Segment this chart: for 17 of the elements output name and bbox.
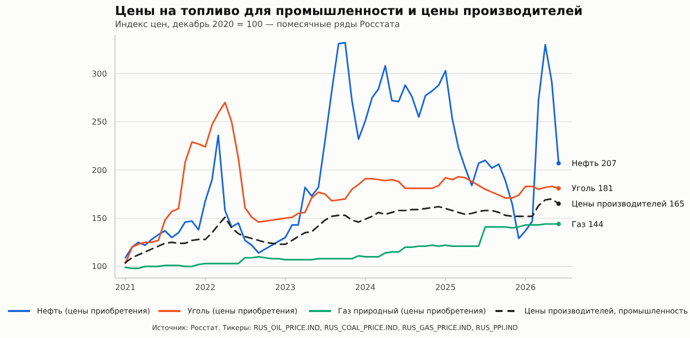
x-tick-label: 2024: [355, 283, 376, 292]
y-tick-label: 200: [92, 166, 107, 175]
annotation: Уголь 181: [572, 184, 614, 194]
annotation: Газ 144: [572, 220, 604, 229]
x-tick-label: 2021: [115, 283, 136, 292]
y-tick-label: 100: [92, 262, 107, 272]
y-tick-label: 150: [92, 214, 107, 224]
chart-subtitle: Индекс цен, декабрь 2020 = 100 — помесячные ряды Росстата: [115, 20, 400, 30]
annotation: Цены производителей 165: [572, 200, 684, 209]
annotation: Нефть 207: [572, 159, 617, 168]
chart-title: Цены на топливо для промышленности и цены производителей: [115, 3, 583, 18]
x-tick-label: 2026: [515, 283, 536, 292]
x-tick-label: 2022: [195, 283, 216, 292]
y-tick-label: 300: [92, 69, 107, 78]
y-tick-label: 250: [92, 118, 107, 127]
x-tick-label: 2023: [275, 283, 296, 292]
x-tick-label: 2025: [435, 283, 456, 292]
